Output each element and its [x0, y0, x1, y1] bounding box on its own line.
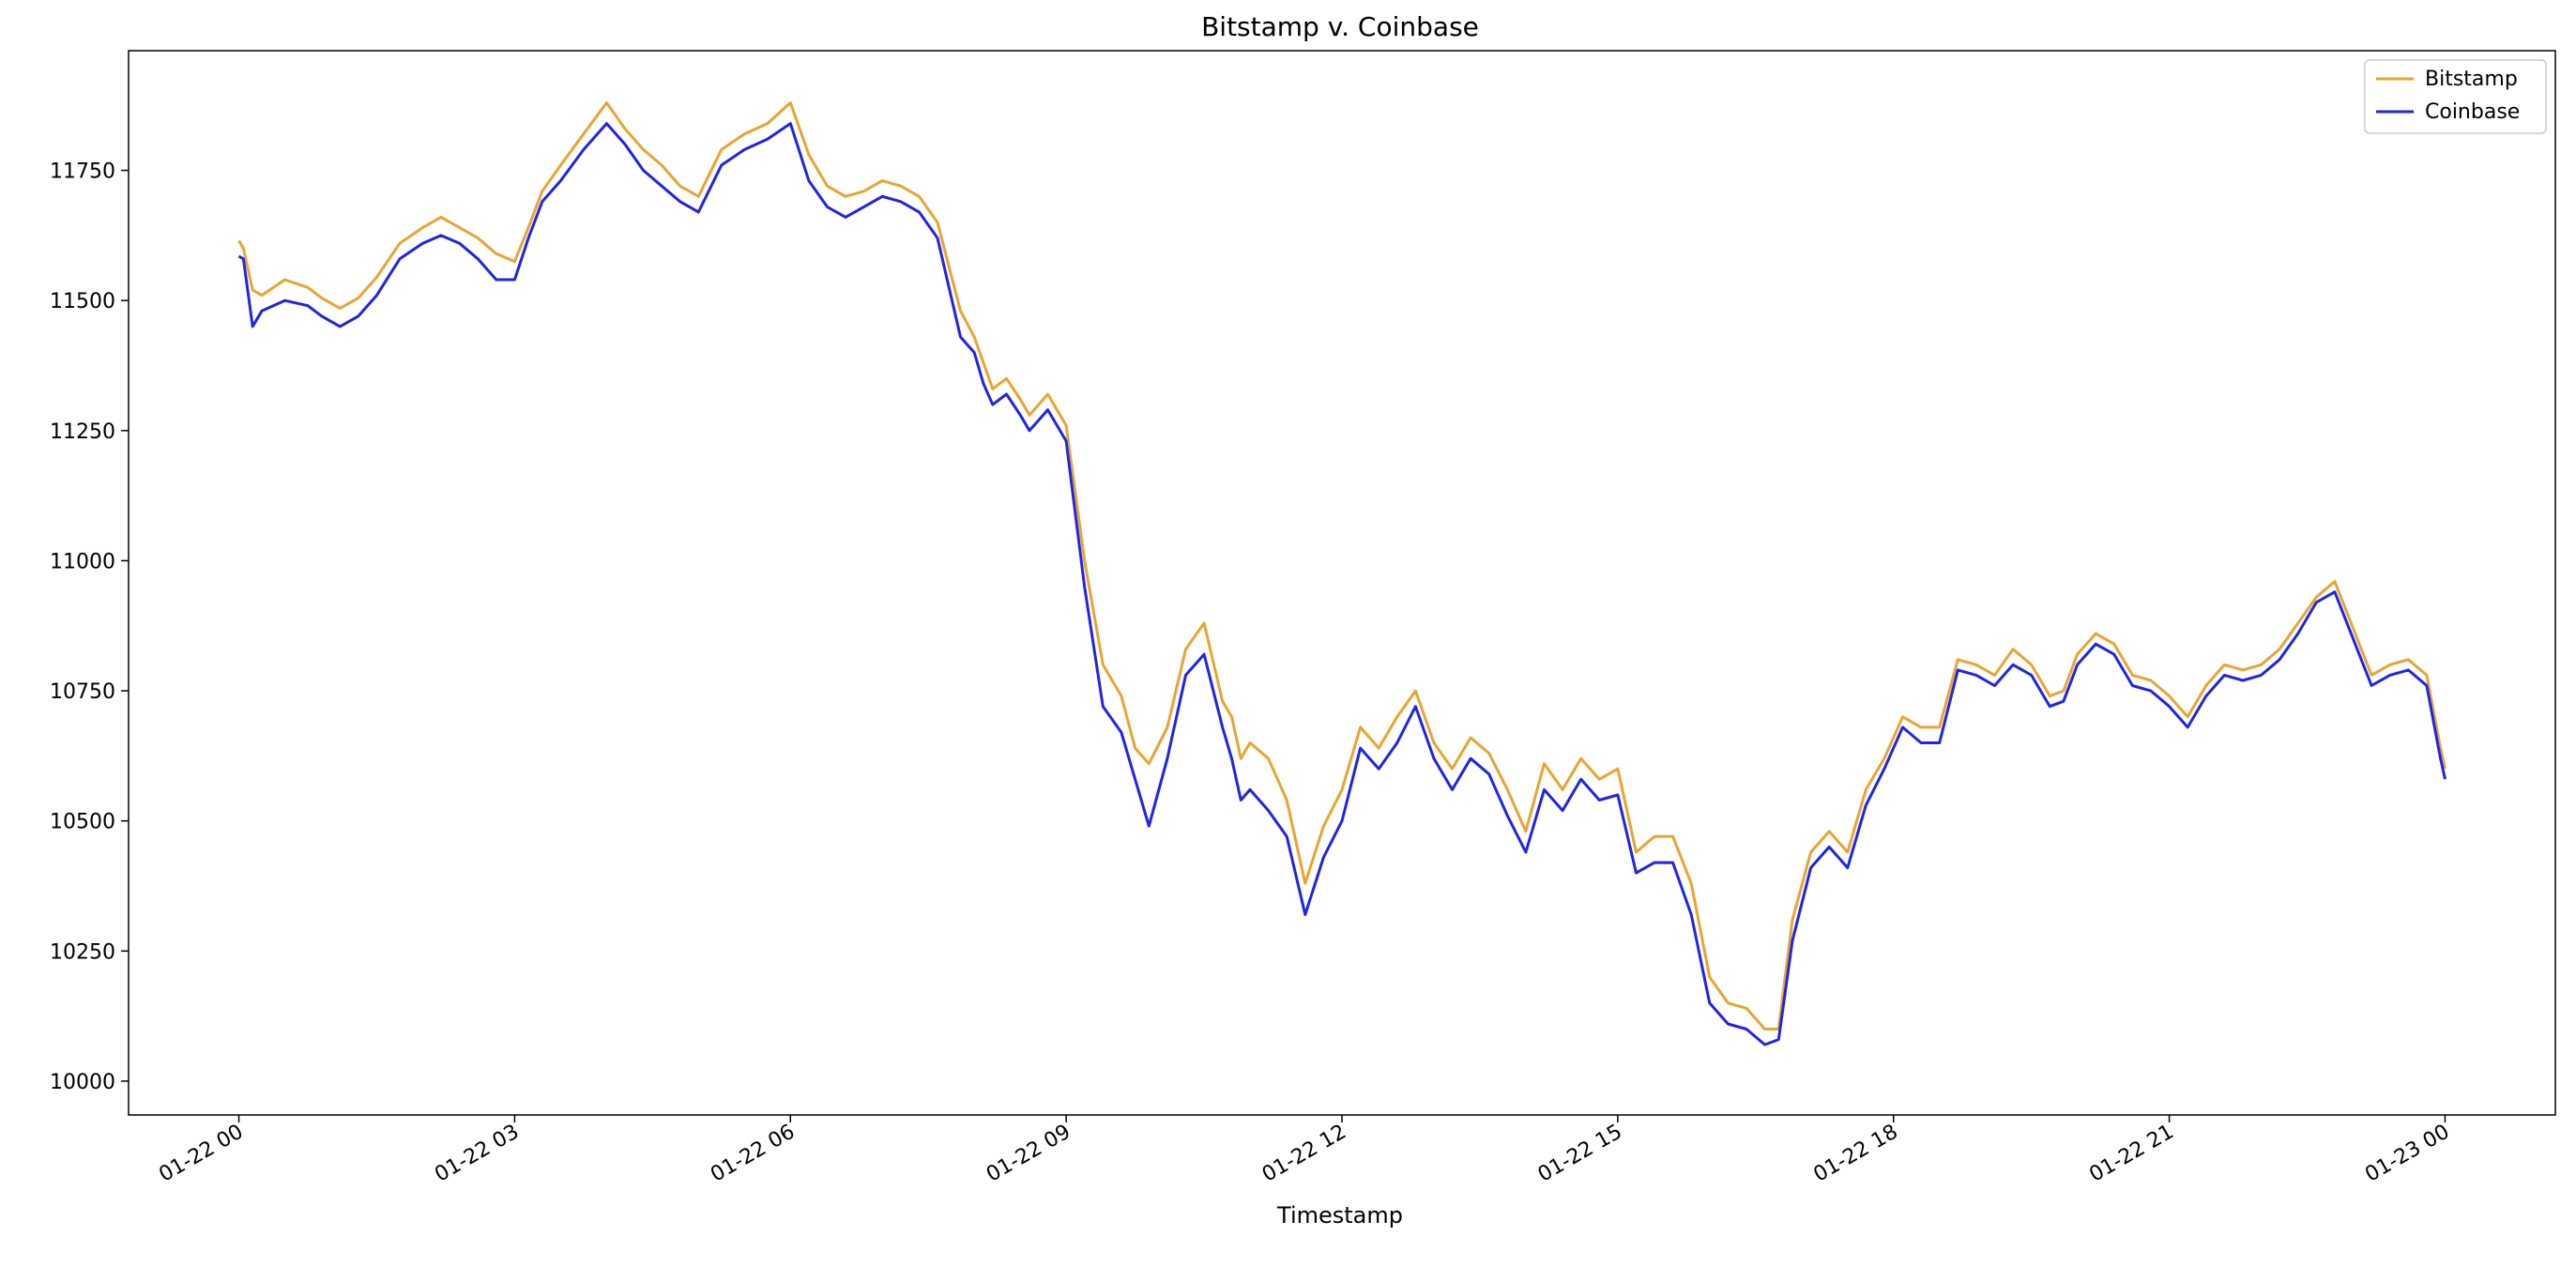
x-tick-label: 01-22 09	[983, 1121, 1075, 1187]
y-tick-label: 10000	[50, 1071, 115, 1094]
y-tick-label: 11250	[50, 420, 115, 444]
series-line-bitstamp	[237, 101, 2446, 1030]
y-tick-label: 10500	[50, 811, 115, 834]
x-axis-label: Timestamp	[1276, 1202, 1403, 1229]
plot-area	[128, 50, 2556, 1116]
y-tick-label: 10250	[50, 940, 115, 964]
x-tick-label: 01-22 21	[2085, 1121, 2177, 1187]
x-tick-label: 01-23 00	[2361, 1121, 2453, 1187]
x-tick-label: 01-22 03	[431, 1121, 523, 1187]
series-layer	[237, 101, 2446, 1046]
x-tick-label: 01-22 15	[1534, 1121, 1626, 1187]
x-tick-label: 01-22 00	[155, 1121, 247, 1187]
x-tick-label: 01-22 18	[1810, 1121, 1902, 1187]
x-axis: 01-22 00 01-22 03 01-22 06 01-22 09 01-22 12…	[155, 1115, 2453, 1187]
x-tick-label: 01-22 12	[1258, 1121, 1350, 1187]
legend-label-bitstamp: Bitstamp	[2425, 68, 2518, 91]
y-tick-label: 11000	[50, 550, 115, 573]
x-tick-label: 01-22 06	[707, 1121, 799, 1187]
chart-title: Bitstamp v. Coinbase	[1201, 11, 1479, 42]
y-tick-label: 11750	[50, 160, 115, 184]
series-line-coinbase	[237, 122, 2446, 1046]
legend: Bitstamp Coinbase	[2364, 59, 2547, 134]
legend-label-coinbase: Coinbase	[2425, 100, 2520, 124]
y-axis: 10000 10250 10500 10750 11000 11250 11500 11750	[50, 160, 129, 1094]
y-tick-label: 11500	[50, 290, 115, 313]
y-tick-label: 10750	[50, 680, 115, 704]
